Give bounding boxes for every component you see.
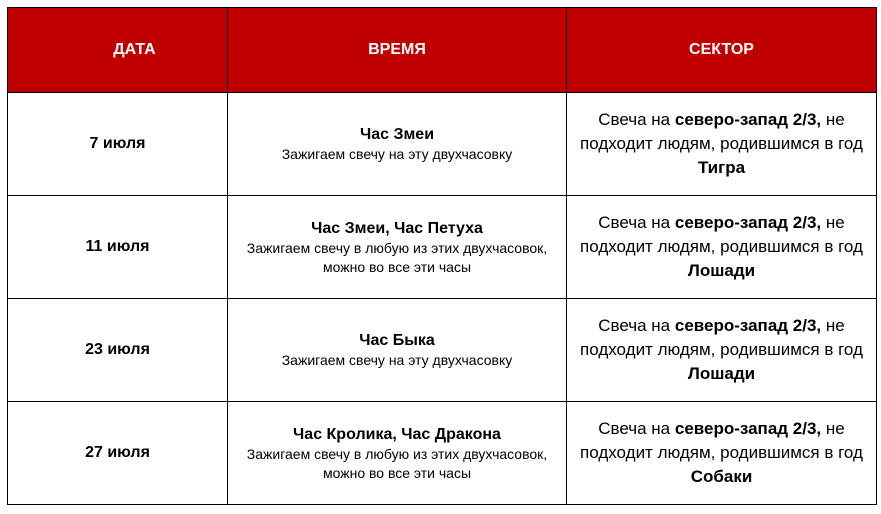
sector-direction: северо-запад 2/3, bbox=[674, 110, 822, 129]
sector-cell: Свеча на северо-запад 2/3, не подходит л… bbox=[566, 401, 877, 505]
time-title: Час Быка bbox=[359, 332, 435, 349]
sector-direction: северо-запад 2/3, bbox=[674, 419, 822, 438]
schedule-table: ДАТА ВРЕМЯ СЕКТОР 7 июля Час Змеи Зажига… bbox=[7, 7, 877, 505]
header-sector: СЕКТОР bbox=[566, 7, 877, 93]
time-cell: Час Быка Зажигаем свечу на эту двухчасов… bbox=[227, 298, 567, 402]
sector-animal: Лошади bbox=[687, 364, 756, 383]
sector-prefix: Свеча на bbox=[598, 419, 675, 438]
header-row: ДАТА ВРЕМЯ СЕКТОР bbox=[7, 7, 877, 93]
sector-note: не подходит людям, родившимся в год bbox=[580, 110, 863, 153]
time-note: Зажигаем свечу на эту двухчасовку bbox=[281, 146, 513, 162]
date-cell: 11 июля bbox=[7, 195, 228, 299]
sector-cell: Свеча на северо-запад 2/3, не подходит л… bbox=[566, 298, 877, 402]
sector-animal: Тигра bbox=[697, 158, 746, 177]
date-cell: 27 июля bbox=[7, 401, 228, 505]
sector-cell: Свеча на северо-запад 2/3, не подходит л… bbox=[566, 195, 877, 299]
time-cell: Час Кролика, Час Дракона Зажигаем свечу … bbox=[227, 401, 567, 505]
time-title: Час Змеи, Час Петуха bbox=[311, 219, 483, 237]
sector-prefix: Свеча на bbox=[598, 110, 675, 129]
time-title: Час Кролика, Час Дракона bbox=[293, 425, 501, 443]
time-note: Зажигаем свечу на эту двухчасовку bbox=[281, 352, 513, 368]
sector-prefix: Свеча на bbox=[598, 213, 675, 232]
table-row: 27 июля Час Кролика, Час Дракона Зажигае… bbox=[7, 401, 877, 505]
sector-animal: Собаки bbox=[690, 467, 753, 486]
date-cell: 23 июля bbox=[7, 298, 228, 402]
date-cell: 7 июля bbox=[7, 92, 228, 196]
sector-note: не подходит людям, родившимся в год bbox=[580, 213, 863, 256]
sector-note: не подходит людям, родившимся в год bbox=[580, 316, 863, 359]
time-cell: Час Змеи, Час Петуха Зажигаем свечу в лю… bbox=[227, 195, 567, 299]
time-cell: Час Змеи Зажигаем свечу на эту двухчасов… bbox=[227, 92, 567, 196]
time-note: Зажигаем свечу в любую из этих двухчасов… bbox=[246, 239, 548, 275]
sector-prefix: Свеча на bbox=[598, 316, 675, 335]
sector-animal: Лошади bbox=[687, 261, 756, 280]
time-title: Час Змеи bbox=[359, 126, 435, 143]
table-row: 23 июля Час Быка Зажигаем свечу на эту д… bbox=[7, 298, 877, 402]
sector-cell: Свеча на северо-запад 2/3, не подходит л… bbox=[566, 92, 877, 196]
table-row: 11 июля Час Змеи, Час Петуха Зажигаем св… bbox=[7, 195, 877, 299]
time-note: Зажигаем свечу в любую из этих двухчасов… bbox=[246, 445, 548, 481]
table-row: 7 июля Час Змеи Зажигаем свечу на эту дв… bbox=[7, 92, 877, 196]
sector-note: не подходит людям, родившимся в год bbox=[580, 419, 863, 462]
sector-direction: северо-запад 2/3, bbox=[674, 316, 822, 335]
sector-direction: северо-запад 2/3, bbox=[674, 213, 822, 232]
header-date: ДАТА bbox=[7, 7, 228, 93]
header-time: ВРЕМЯ bbox=[227, 7, 567, 93]
